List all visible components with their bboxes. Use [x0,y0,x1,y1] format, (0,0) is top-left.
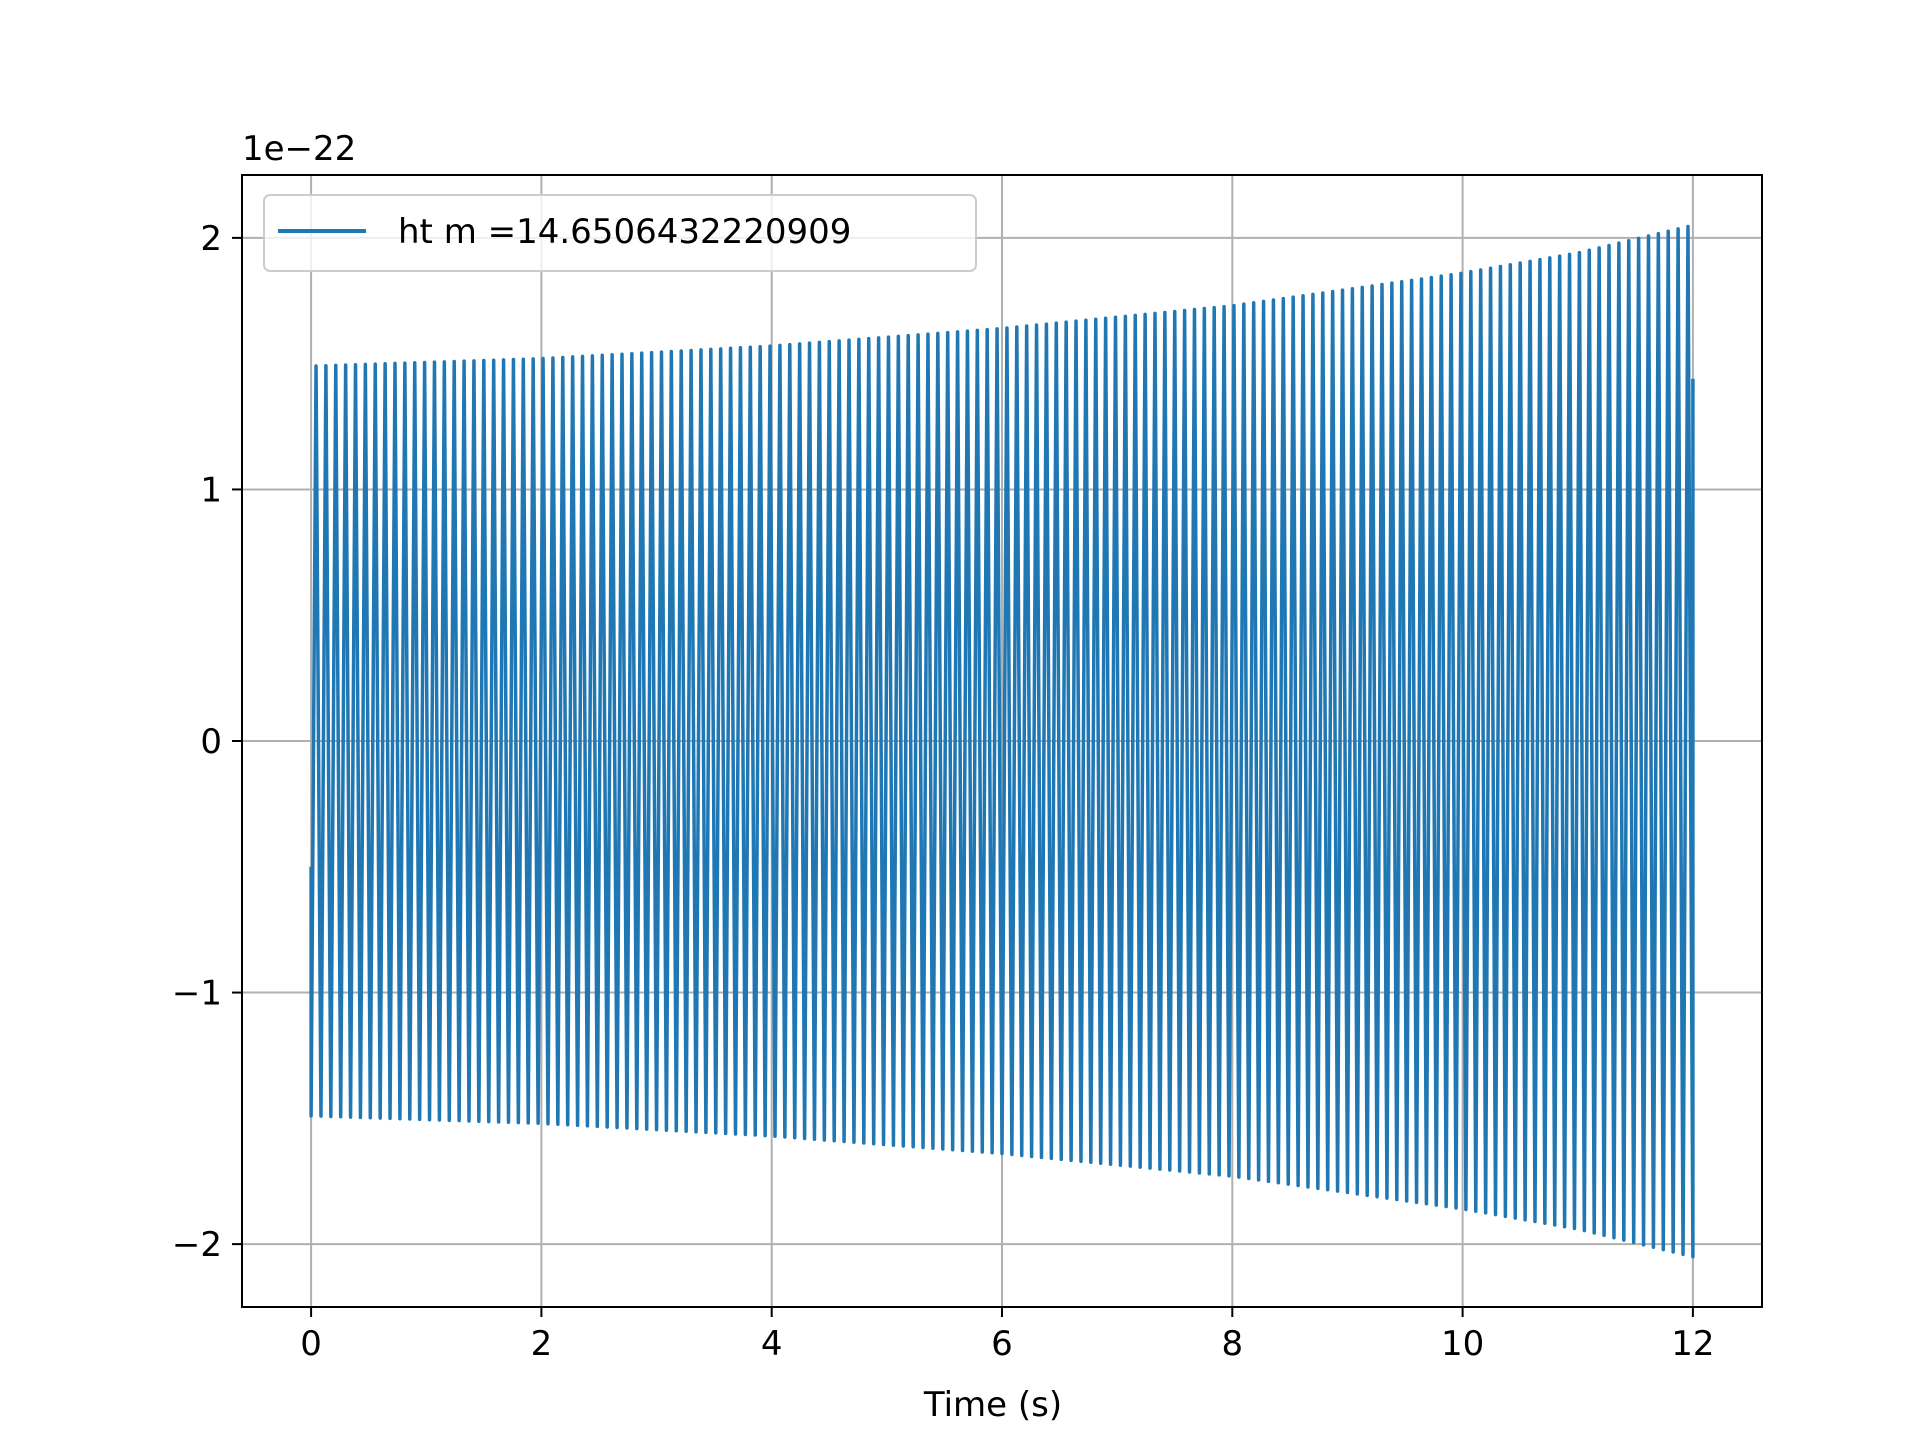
x-tick-label: 4 [761,1324,783,1364]
x-axis-label: Time (s) [923,1385,1062,1425]
x-tick-label: 8 [1221,1324,1243,1364]
y-tick-label: 0 [200,722,222,762]
series-layer [309,224,1695,1259]
y-tick-label: 2 [200,219,222,259]
y-tick-label: −2 [172,1225,222,1265]
y-tick-label: 1 [200,470,222,510]
legend-frame [263,194,977,272]
y-tick-label: −1 [172,974,222,1014]
x-tick-label: 2 [531,1324,553,1364]
series-line [309,224,1695,1259]
y-offset-label: 1e−22 [242,129,356,169]
legend: ht m =14.6506432220909 [263,194,977,272]
legend-label: ht m =14.6506432220909 [398,212,851,252]
x-tick-label: 10 [1441,1324,1484,1364]
x-axis-ticks: 0 2 4 6 8 10 12 [300,1307,1715,1364]
x-tick-label: 6 [991,1324,1013,1364]
y-axis-ticks: −2 −1 0 1 2 [172,219,242,1265]
x-tick-label: 0 [300,1324,322,1364]
x-tick-label: 12 [1671,1324,1714,1364]
